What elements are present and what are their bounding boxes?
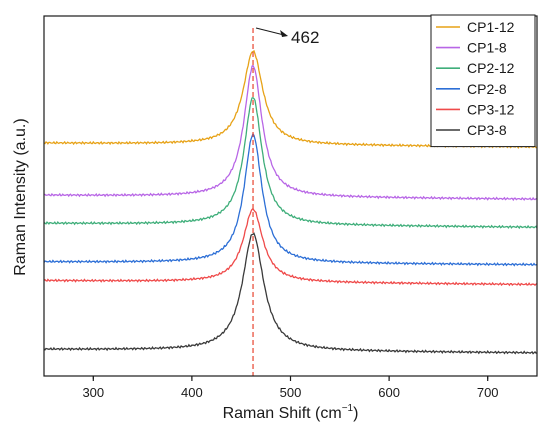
series-line-cp2-8 bbox=[43, 132, 538, 267]
series-line-cp3-12 bbox=[43, 207, 538, 287]
peak-arrowhead bbox=[280, 30, 289, 37]
legend: CP1-12 CP1-8 CP2-12 CP2-8 CP3-12 CP3-8 bbox=[430, 14, 536, 148]
legend-label: CP3-8 bbox=[467, 122, 507, 138]
x-tick-label: 400 bbox=[181, 385, 203, 400]
x-axis-title-main: Raman Shift (cm bbox=[223, 405, 342, 422]
legend-label: CP1-12 bbox=[467, 19, 515, 35]
peak-label: 462 bbox=[291, 28, 319, 47]
x-axis-title-tail: ) bbox=[353, 405, 358, 422]
y-axis-title: Raman Intensity (a.u.) bbox=[12, 118, 29, 275]
x-tick-label: 700 bbox=[477, 385, 499, 400]
x-tick-label: 600 bbox=[378, 385, 400, 400]
x-tick-label: 500 bbox=[280, 385, 302, 400]
legend-label: CP3-12 bbox=[467, 101, 515, 117]
legend-label: CP1-8 bbox=[467, 40, 507, 56]
peak-arrow bbox=[255, 27, 283, 35]
x-axis-title: Raman Shift (cm−1) bbox=[223, 403, 359, 422]
x-axis-ticks: 300 400 500 600 700 bbox=[82, 376, 499, 400]
peak-annotation: 462 bbox=[255, 27, 319, 47]
legend-label: CP2-8 bbox=[467, 81, 507, 97]
legend-box bbox=[430, 14, 536, 148]
x-tick-label: 300 bbox=[82, 385, 104, 400]
series-line-cp1-8 bbox=[43, 64, 537, 202]
series-line-cp3-8 bbox=[43, 232, 538, 355]
legend-label: CP2-12 bbox=[467, 60, 515, 76]
x-axis-title-superscript: −1 bbox=[342, 403, 354, 414]
series-line-cp2-12 bbox=[43, 96, 538, 230]
